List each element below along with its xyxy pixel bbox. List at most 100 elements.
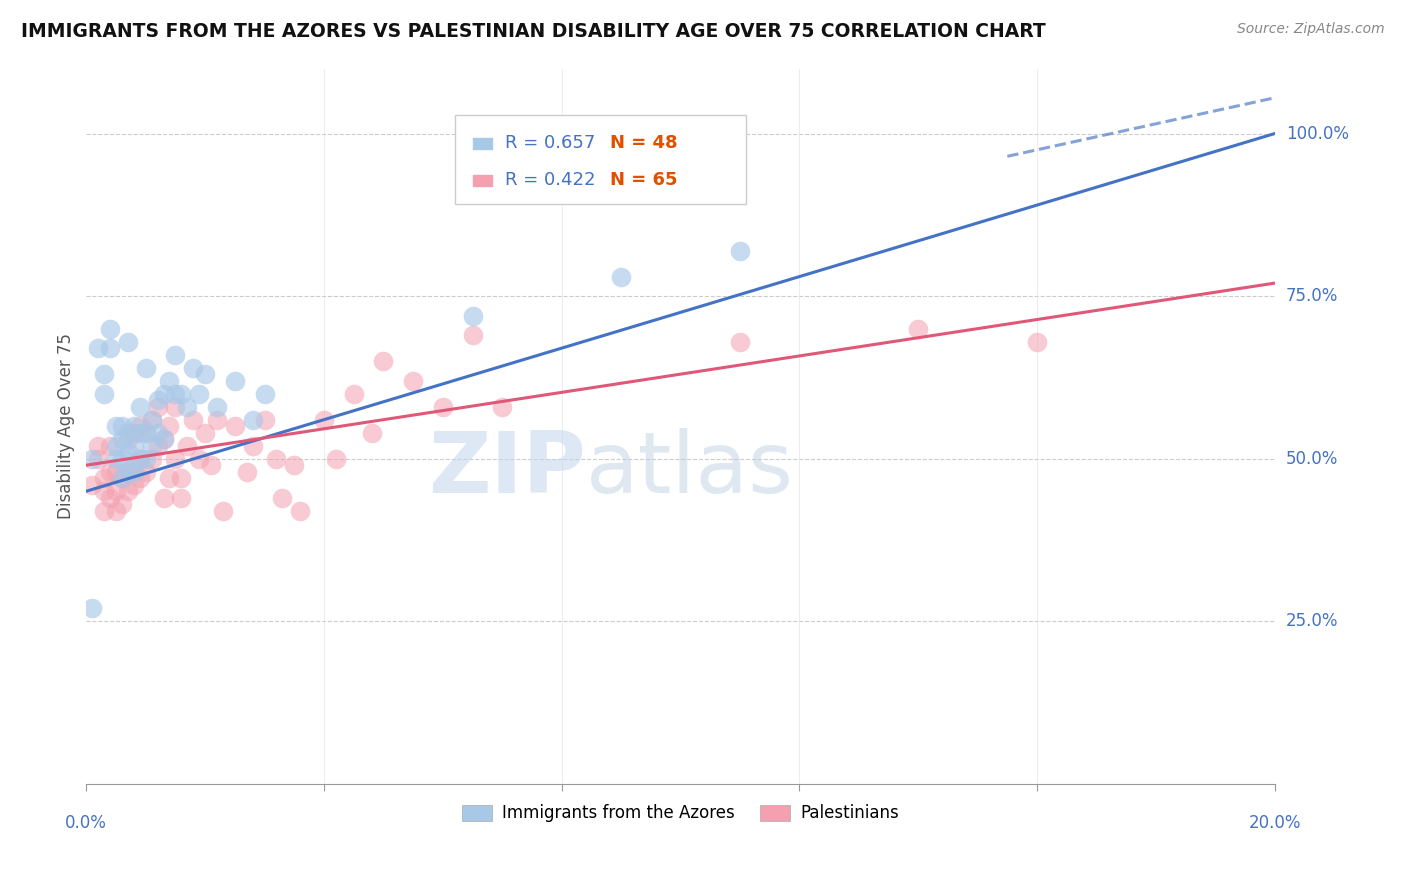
Text: 100.0%: 100.0% xyxy=(1286,125,1348,143)
Point xyxy=(87,451,110,466)
Point xyxy=(135,425,157,440)
Text: 0.0%: 0.0% xyxy=(65,814,107,832)
Point xyxy=(152,386,174,401)
Point xyxy=(170,491,193,505)
Point xyxy=(128,419,150,434)
Text: ZIP: ZIP xyxy=(427,427,585,510)
Point xyxy=(194,425,217,440)
Point xyxy=(141,451,163,466)
Point xyxy=(111,497,134,511)
Bar xyxy=(472,137,492,149)
Point xyxy=(181,412,204,426)
Point xyxy=(176,439,198,453)
Point xyxy=(170,471,193,485)
Text: R = 0.422: R = 0.422 xyxy=(505,171,595,189)
Point xyxy=(242,439,264,453)
Point xyxy=(581,120,603,134)
Text: 75.0%: 75.0% xyxy=(1286,287,1339,305)
Point xyxy=(165,348,187,362)
Point xyxy=(159,471,181,485)
Point xyxy=(728,244,751,258)
Point xyxy=(87,341,110,355)
Point xyxy=(111,419,134,434)
Point xyxy=(111,471,134,485)
Point xyxy=(141,412,163,426)
Point xyxy=(105,419,128,434)
Point xyxy=(360,425,382,440)
Point xyxy=(117,334,139,349)
Point xyxy=(188,386,211,401)
Point xyxy=(122,425,145,440)
Point xyxy=(152,432,174,446)
Point xyxy=(93,471,115,485)
Point xyxy=(343,386,366,401)
Point xyxy=(146,439,169,453)
Point xyxy=(146,425,169,440)
Point xyxy=(325,451,347,466)
Point xyxy=(152,491,174,505)
Point xyxy=(111,471,134,485)
Point xyxy=(907,321,929,335)
Point xyxy=(135,425,157,440)
Point xyxy=(432,400,454,414)
Point xyxy=(312,412,335,426)
Point xyxy=(135,451,157,466)
Text: 50.0%: 50.0% xyxy=(1286,450,1339,467)
Point xyxy=(105,439,128,453)
Text: IMMIGRANTS FROM THE AZORES VS PALESTINIAN DISABILITY AGE OVER 75 CORRELATION CHA: IMMIGRANTS FROM THE AZORES VS PALESTINIA… xyxy=(21,22,1046,41)
Point xyxy=(253,412,276,426)
Point xyxy=(181,360,204,375)
Point xyxy=(188,451,211,466)
Point xyxy=(165,451,187,466)
Point xyxy=(266,451,288,466)
Point xyxy=(152,432,174,446)
Text: N = 65: N = 65 xyxy=(610,171,678,189)
Point xyxy=(117,432,139,446)
Text: N = 48: N = 48 xyxy=(610,135,678,153)
Text: 25.0%: 25.0% xyxy=(1286,612,1339,631)
Point xyxy=(128,400,150,414)
Point xyxy=(105,504,128,518)
Point xyxy=(728,334,751,349)
Point xyxy=(159,374,181,388)
Text: atlas: atlas xyxy=(585,427,793,510)
Y-axis label: Disability Age Over 75: Disability Age Over 75 xyxy=(58,334,75,519)
Point xyxy=(146,393,169,408)
Point xyxy=(461,309,484,323)
Point xyxy=(135,360,157,375)
Point xyxy=(117,425,139,440)
Point xyxy=(141,412,163,426)
Point xyxy=(205,400,228,414)
Point xyxy=(98,491,121,505)
Point xyxy=(135,465,157,479)
Point xyxy=(402,374,425,388)
Point xyxy=(111,451,134,466)
Point xyxy=(122,465,145,479)
Point xyxy=(98,465,121,479)
Point xyxy=(117,484,139,499)
Point xyxy=(176,400,198,414)
Point xyxy=(165,386,187,401)
Point xyxy=(122,419,145,434)
Point xyxy=(253,386,276,401)
Point xyxy=(93,504,115,518)
Point xyxy=(105,465,128,479)
Point xyxy=(117,465,139,479)
Point xyxy=(242,412,264,426)
Point xyxy=(141,439,163,453)
Point xyxy=(610,269,633,284)
Point xyxy=(205,412,228,426)
Point xyxy=(461,328,484,343)
FancyBboxPatch shape xyxy=(454,115,745,204)
Point xyxy=(128,425,150,440)
Text: 20.0%: 20.0% xyxy=(1249,814,1301,832)
Point xyxy=(117,465,139,479)
Point xyxy=(82,451,104,466)
Point xyxy=(271,491,294,505)
Point xyxy=(194,367,217,381)
Point xyxy=(128,451,150,466)
Point xyxy=(105,451,128,466)
Point xyxy=(283,458,305,473)
Point xyxy=(82,601,104,615)
Point xyxy=(1026,334,1049,349)
